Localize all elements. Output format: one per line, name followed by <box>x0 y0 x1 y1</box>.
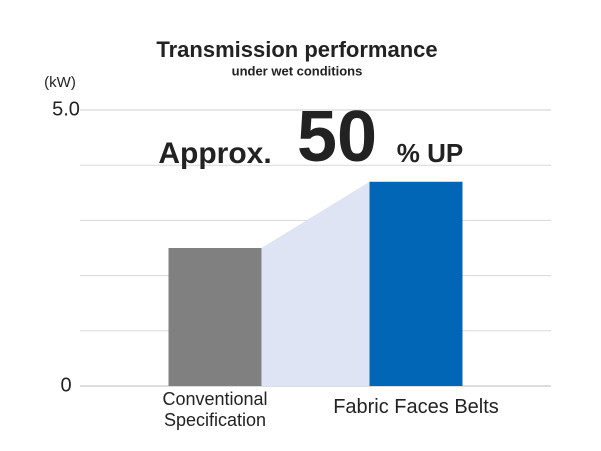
chart-subtitle: under wet conditions <box>232 63 363 78</box>
marks <box>168 181 463 386</box>
x-tick-label: Fabric Faces Belts <box>333 396 499 418</box>
bar <box>168 248 262 386</box>
connector <box>261 181 370 386</box>
bar <box>369 181 463 386</box>
y-tick-label: 5.0 <box>52 98 80 120</box>
chart-title: Transmission performance <box>156 37 437 62</box>
y-unit: (kW) <box>44 74 76 91</box>
x-tick-label: Conventional Specification <box>162 389 268 430</box>
annotation-number: 50 <box>297 97 377 177</box>
annotation-suffix: % UP <box>397 138 463 168</box>
annotation: Approx. 50 % UP <box>158 97 463 177</box>
y-tick-label: 0 <box>60 374 71 396</box>
annotation-prefix: Approx. <box>158 137 271 170</box>
